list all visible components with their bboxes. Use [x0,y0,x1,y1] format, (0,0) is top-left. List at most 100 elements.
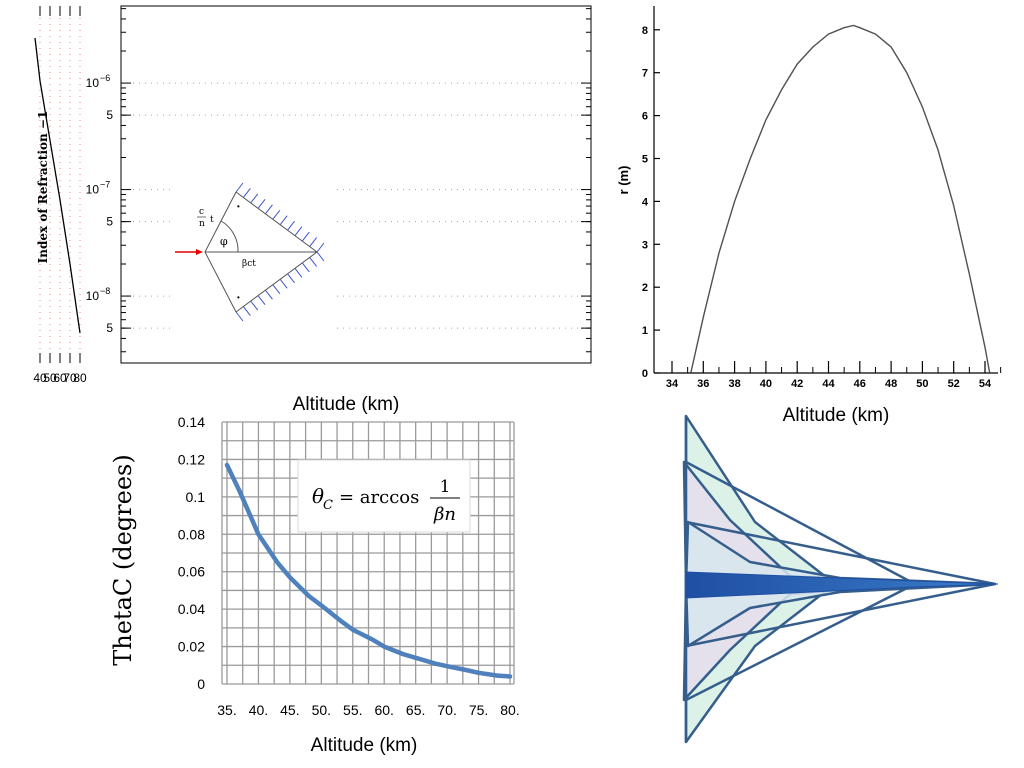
refraction-y-tick-label: 5 [106,321,113,335]
thetac-x-axis-label: Altitude (km) [311,735,418,756]
wavefront-arrows [235,182,325,322]
radius-x-tick-label: 46 [854,378,866,390]
refraction-y-tick-exponent: −6 [100,73,110,83]
wavefront-arrow [309,237,318,247]
radius-y-tick-label: 0 [642,368,648,380]
wavefront-arrow [250,300,259,311]
radius-x-tick-label: 50 [916,378,928,390]
radius-y-tick-label: 6 [642,111,648,123]
wavefront-arrow [316,242,325,253]
svg-text:= arccos: = arccos [339,487,419,508]
refraction-x-tick-label: 50 [43,371,57,385]
radius-x-tick-label: 36 [697,378,709,390]
lower-wavefront [235,251,318,313]
upper-wavefront [235,191,318,253]
thetac-x-tick-label: 55. [343,702,362,718]
inset-label-phi: φ [220,235,228,248]
wavefront-arrow [279,215,288,226]
refraction-y-tick-exponent: −7 [100,180,110,190]
svg-text:βn: βn [433,504,456,525]
radius-y-tick-label: 7 [642,68,648,80]
refraction-line [34,37,81,334]
refraction-x-tick-label: 60 [53,371,67,385]
radius-y-tick-label: 2 [642,282,648,294]
radius-y-tick-label: 3 [642,239,648,251]
thetac-y-tick-label: 0.08 [178,526,205,542]
wavefront-arrow [265,289,273,300]
angle-arc [220,220,239,253]
svg-text:•: • [237,202,240,211]
thetac-y-tick-label: 0.14 [178,414,205,430]
thetac-series [224,462,513,679]
inset-label-beta-ct: βct [242,259,256,269]
radius-y-axis-label: r (m) [616,166,631,195]
radius-y-tick-label: 4 [642,196,649,208]
thetac-x-tick-label: 50. [312,702,331,718]
radius-x-tick-label: 34 [666,378,679,390]
refraction-plot-frame [120,5,592,364]
radius-y-tick-label: 8 [642,25,648,37]
refraction-x-tick-label: 80 [73,371,87,385]
refraction-y-tick-exponent: −8 [100,286,110,296]
inset-label-t: t [210,215,214,225]
wavefront-arrow [301,231,310,242]
inset-label-n: n [199,219,205,229]
thetac-x-tick-label: 65. [406,702,425,718]
wavefront-arrow [272,284,281,295]
refraction-y-tick-label: 5 [106,215,113,229]
cone-core-beam [685,571,999,599]
wavefront-arrow [257,295,266,305]
radius-series [690,24,991,374]
thetac-x-tick-label: 35. [217,702,236,718]
radius-x-tick-label: 48 [885,378,897,390]
refraction-series [34,37,81,334]
radius-x-axis-label: Altitude (km) [783,405,890,426]
cone-upper-edge [204,191,237,253]
thetac-x-tick-label: 45. [280,702,299,718]
thetac-y-axis-label: ThetaC (degrees) [109,454,137,665]
thetac-x-tick-label: 40. [249,702,268,718]
thetac-x-tick-label: 70. [437,702,456,718]
wavefront-arrow [294,268,303,278]
thetac-y-tick-label: 0.1 [186,489,206,505]
wavefront-arrow [301,262,310,273]
thetac-x-tick-label: 60. [374,702,393,718]
wavefront-arrow [294,226,303,236]
refraction-x-tick-label: 70 [63,371,77,385]
radius-y-tick-label: 1 [642,325,648,337]
thetac-y-tick-label: 0.06 [178,564,205,580]
svg-text:1: 1 [440,477,451,497]
svg-text:•: • [237,293,240,302]
thetac-x-tick-label: 75. [469,702,488,718]
svg-text:C: C [323,498,333,513]
wavefront-arrow [279,278,288,289]
thetac-y-tick-label: 0 [197,676,205,692]
thetac-y-tick-label: 0.12 [178,451,205,467]
wavefront-arrow [309,257,318,267]
thetac-y-tick-label: 0.04 [178,601,205,617]
thetac-y-tick-label: 0.02 [178,639,205,655]
radius-x-tick-label: 44 [822,378,835,390]
radius-x-tick-label: 40 [760,378,772,390]
refraction-y-tick-label: 10 [86,76,100,90]
refraction-x-tick-label: 40 [33,371,47,385]
wavefront-arrow [242,306,251,316]
inset-label-c: c [199,207,204,217]
refraction-y-tick-label: 5 [106,108,113,122]
cherenkov-angle-formula: θ C = arccos 1 βn [297,459,471,533]
refraction-y-tick-label: 10 [86,183,100,197]
wavefront-arrow [316,251,325,262]
thetac-ticks: 0 0.02 0.04 0.06 0.08 0.1 0.12 0.14 35. 40. 45. 50.… [178,414,520,718]
wavefront-arrow [287,273,295,284]
refraction-x-axis-label: Altitude (km) [293,394,400,415]
cone-lower-edge [204,251,237,313]
wavefront-arrow [235,311,244,322]
radius-x-tick-label: 42 [791,378,803,390]
wavefront-arrow [242,188,251,198]
wavefront-arrow [265,204,273,215]
